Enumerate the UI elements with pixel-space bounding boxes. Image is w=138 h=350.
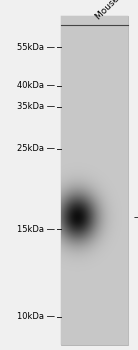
Text: 25kDa —: 25kDa —	[17, 144, 55, 153]
Text: 10kDa —: 10kDa —	[17, 312, 55, 321]
Text: 15kDa —: 15kDa —	[17, 225, 55, 234]
Text: Mouse brain: Mouse brain	[95, 0, 138, 22]
Text: 55kDa —: 55kDa —	[17, 43, 55, 52]
Text: 35kDa —: 35kDa —	[17, 102, 55, 111]
Bar	[61, 16, 128, 345]
Text: 40kDa —: 40kDa —	[17, 81, 55, 90]
Text: — LC3B: — LC3B	[134, 212, 138, 222]
